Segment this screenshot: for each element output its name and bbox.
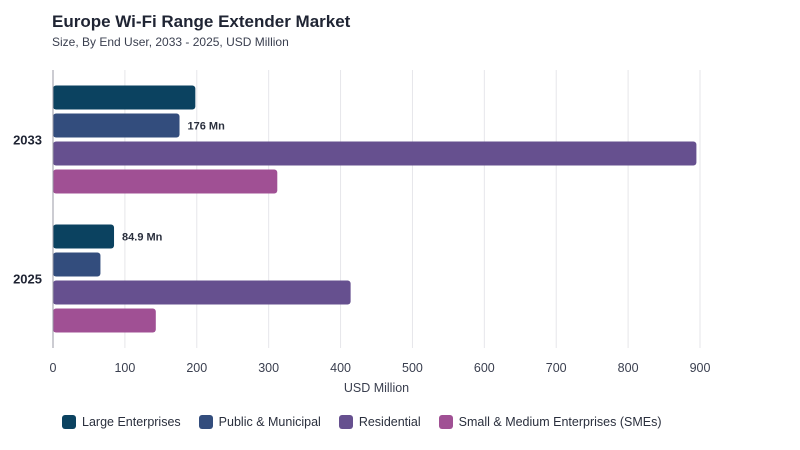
x-tick-label: 600: [474, 361, 495, 375]
data-label: 176 Mn: [188, 121, 226, 133]
bar: [53, 252, 101, 277]
legend-swatch: [62, 415, 76, 429]
x-axis-title: USD Million: [344, 381, 409, 395]
legend: Large Enterprises Public & Municipal Resid…: [62, 415, 679, 429]
legend-label: Residential: [358, 415, 421, 429]
category-label: 2025: [13, 272, 42, 287]
category-label: 2033: [13, 133, 42, 148]
legend-label: Large Enterprises: [82, 415, 181, 429]
grid-lines: [124, 70, 701, 348]
bars: [53, 85, 697, 333]
data-labels: 176 Mn 84.9 Mn: [122, 121, 225, 244]
x-tick-label: 100: [114, 361, 135, 375]
bar-chart: 176 Mn 84.9 Mn 0 100 200 300 400 500 600 700 800 9…: [13, 70, 710, 395]
bar: [53, 280, 351, 305]
legend-item: Public & Municipal: [198, 415, 321, 429]
legend-item: Residential: [338, 415, 421, 429]
bar: [53, 169, 278, 194]
x-tick-label: 800: [618, 361, 639, 375]
bar: [53, 113, 180, 138]
legend-label: Public & Municipal: [218, 415, 321, 429]
legend-swatch: [338, 415, 353, 429]
axes: 0 100 200 300 400 500 600 700 800 900 USD Million 2…: [13, 70, 710, 395]
bar: [53, 85, 196, 110]
bar: [53, 308, 156, 333]
legend-item: Large Enterprises: [62, 415, 181, 429]
x-tick-label: 0: [50, 361, 57, 375]
chart-title: Europe Wi-Fi Range Extender Market: [52, 12, 351, 31]
legend-swatch: [438, 415, 453, 429]
legend-swatch: [198, 415, 213, 429]
x-tick-label: 500: [402, 361, 423, 375]
x-tick-label: 900: [690, 361, 711, 375]
data-label: 84.9 Mn: [122, 232, 163, 244]
bar: [53, 224, 115, 249]
x-tick-label: 200: [186, 361, 207, 375]
chart-subtitle: Size, By End User, 2033 - 2025, USD Mill…: [52, 35, 289, 49]
x-tick-label: 700: [546, 361, 567, 375]
legend-label: Small & Medium Enterprises (SMEs): [458, 415, 662, 429]
bar: [53, 141, 697, 166]
legend-item: Small & Medium Enterprises (SMEs): [438, 415, 662, 429]
x-tick-label: 300: [258, 361, 279, 375]
x-tick-label: 400: [330, 361, 351, 375]
